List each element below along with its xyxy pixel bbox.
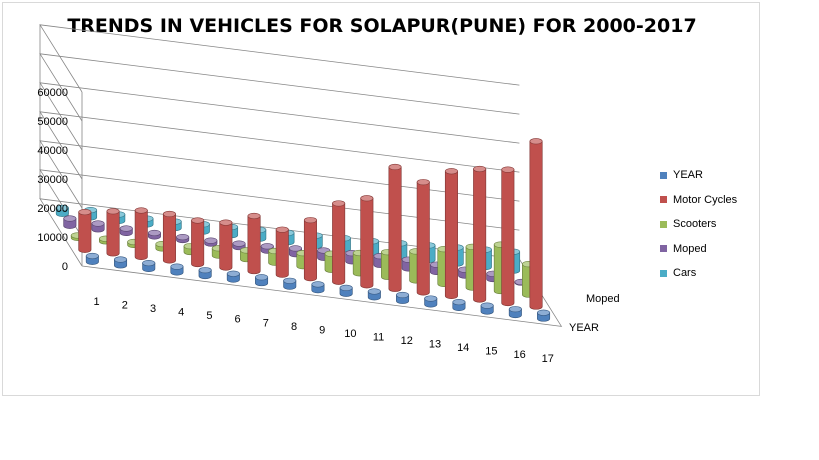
bar-motor-cycles xyxy=(78,208,92,253)
x-tick-label: 8 xyxy=(291,321,297,333)
x-tick-label: 14 xyxy=(457,342,469,354)
x-tick-label: 9 xyxy=(319,324,325,336)
bar-year xyxy=(508,306,522,319)
x-tick-label: 15 xyxy=(485,346,497,358)
bar-year xyxy=(114,256,128,269)
y-tick-label: 10000 xyxy=(37,232,68,244)
legend-label: Moped xyxy=(673,242,707,255)
bar-year xyxy=(226,270,240,283)
legend: YEAR Motor Cycles Scooters Moped Cars xyxy=(660,163,737,286)
bar-motor-cycles xyxy=(388,163,402,292)
bar-motor-cycles xyxy=(162,210,176,264)
x-tick-label: 11 xyxy=(373,331,384,343)
bar-motor-cycles xyxy=(416,179,430,296)
bar-motor-cycles xyxy=(275,226,289,278)
bar-motor-cycles xyxy=(529,138,543,310)
legend-item: Moped xyxy=(660,237,737,262)
legend-label: Cars xyxy=(673,267,697,280)
bar-moped xyxy=(119,225,133,236)
bar-year xyxy=(283,277,297,290)
bar-motor-cycles xyxy=(191,217,205,268)
y-tick-label: 40000 xyxy=(37,145,68,157)
x-tick-label: 16 xyxy=(513,349,525,361)
x-tick-label: 10 xyxy=(344,328,356,340)
bar-motor-cycles xyxy=(134,207,148,260)
bar-cars xyxy=(55,204,69,217)
bar-year xyxy=(311,281,325,294)
bar-year xyxy=(255,274,269,287)
legend-swatch xyxy=(660,245,667,253)
legend-label: YEAR xyxy=(673,169,703,182)
legend-item: YEAR xyxy=(660,163,737,188)
bar-moped xyxy=(91,220,105,233)
x-tick-label: 5 xyxy=(206,310,212,322)
x-tick-label: 6 xyxy=(235,314,241,326)
bar-motor-cycles xyxy=(444,168,458,300)
y-tick-label: 30000 xyxy=(37,174,68,186)
bar-motor-cycles xyxy=(501,166,515,307)
bar-moped xyxy=(63,215,77,229)
bar-moped xyxy=(204,237,218,247)
gridline xyxy=(39,24,520,93)
bar-motor-cycles xyxy=(360,195,374,289)
x-tick-label: 7 xyxy=(263,317,269,329)
bar-year xyxy=(367,288,381,301)
legend-swatch xyxy=(660,196,667,204)
bar-year xyxy=(480,302,494,315)
bar-motor-cycles xyxy=(303,217,317,282)
bar-motor-cycles xyxy=(332,200,346,285)
gridline xyxy=(39,53,520,122)
depth-axis-label: Moped xyxy=(586,293,620,305)
legend-item: Cars xyxy=(660,261,737,286)
legend-label: Motor Cycles xyxy=(673,193,738,206)
bar-motor-cycles xyxy=(473,165,487,303)
bar-motor-cycles xyxy=(219,219,233,271)
legend-item: Motor Cycles xyxy=(660,188,737,213)
y-tick-label: 0 xyxy=(62,261,68,273)
legend-item: Scooters xyxy=(660,212,737,237)
bar-year xyxy=(424,295,438,308)
y-tick-label: 50000 xyxy=(37,116,68,128)
legend-swatch xyxy=(660,269,667,277)
bar-moped xyxy=(147,229,161,240)
bar-year xyxy=(170,263,184,276)
y-tick-label: 20000 xyxy=(37,203,68,215)
bar-motor-cycles xyxy=(106,208,120,257)
legend-swatch xyxy=(660,220,667,228)
x-tick-label: 1 xyxy=(94,296,100,308)
bar-moped xyxy=(288,245,302,258)
x-tick-label: 4 xyxy=(178,307,184,319)
chart-title: TRENDS IN VEHICLES FOR SOLAPUR(PUNE) FOR… xyxy=(67,15,697,37)
depth-axis-label: YEAR xyxy=(569,322,599,334)
x-tick-label: 2 xyxy=(122,300,128,312)
x-tick-label: 13 xyxy=(429,339,441,351)
bar-motor-cycles xyxy=(247,212,261,275)
bar-year xyxy=(452,298,466,312)
bar-year xyxy=(198,267,212,280)
y-tick-label: 60000 xyxy=(37,87,68,99)
gridline xyxy=(39,82,520,151)
bar-year xyxy=(85,252,99,265)
legend-swatch xyxy=(660,171,667,179)
bar-year xyxy=(396,291,410,304)
bar-year xyxy=(339,284,353,297)
bar-moped xyxy=(176,233,190,244)
bar-year xyxy=(537,309,551,322)
x-tick-label: 17 xyxy=(542,353,554,365)
x-tick-label: 12 xyxy=(401,335,413,347)
bar-year xyxy=(142,259,156,272)
legend-label: Scooters xyxy=(673,218,717,231)
x-tick-label: 3 xyxy=(150,303,156,315)
